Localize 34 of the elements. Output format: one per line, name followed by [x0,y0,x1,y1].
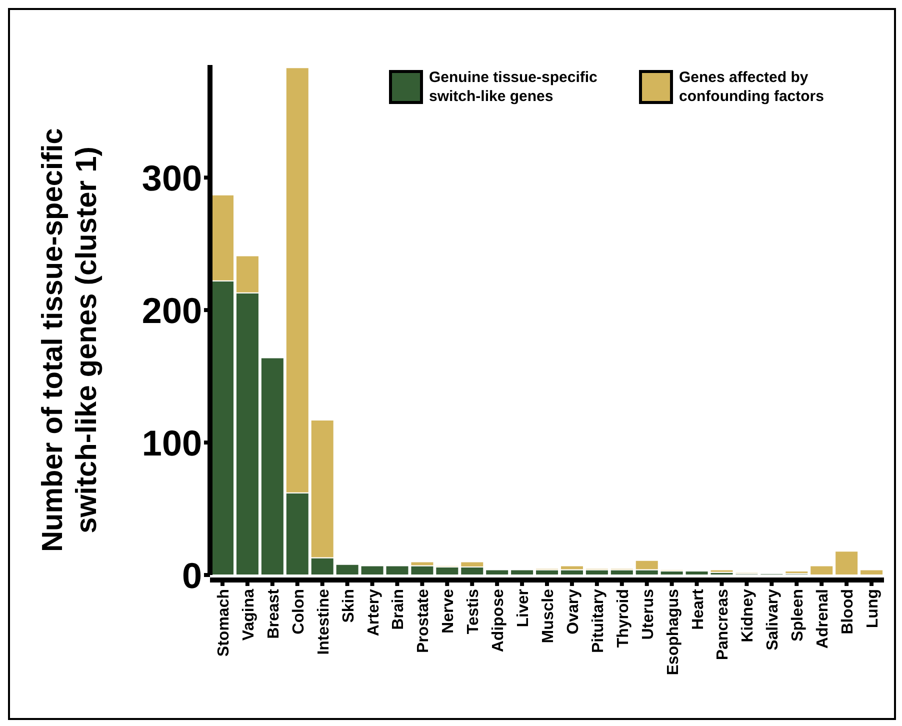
x-tick-label: Lung [864,589,882,628]
x-tick-label: Skin [340,589,358,623]
x-tick-label: Thyroid [614,589,632,648]
x-tick-label: Spleen [790,589,807,642]
y-tick-label: 100 [142,422,202,464]
x-tick-label: Testis [465,588,482,634]
x-tick-label: Stomach [215,589,232,657]
x-tick-label: Artery [365,588,382,636]
x-tick-label: Colon [290,589,308,634]
x-tick-label: Liver [515,589,532,628]
legend-label: Genuine tissue-specific switch-like genes [429,68,598,106]
x-tick-label: Blood [840,589,857,634]
x-tick-label: Adipose [490,588,508,652]
y-axis-title: Number of total tissue-specific switch-like genes (cluster 1) [36,127,104,554]
x-tick-label: Brain [390,589,408,630]
x-tick-label: Prostate [415,588,432,654]
x-tick-label: Breast [265,588,282,639]
x-tick-label: Heart [690,588,707,630]
y-tick-label: 0 [182,554,202,596]
x-tick-label: Pituitary [590,588,607,654]
x-tick-label: Adrenal [814,589,832,649]
x-tick-label: Uterus [640,588,657,640]
x-tick-label: Nerve [440,588,458,634]
x-tick-label: Pancreas [714,588,732,660]
x-tick-label: Muscle [540,588,557,644]
x-tick-label: Ovary [564,588,582,634]
y-tick-label: 200 [142,290,202,331]
y-tick-label: 300 [142,157,202,198]
x-tick-label: Intestine [315,588,332,655]
x-tick-label: Esophagus [664,588,682,676]
x-tick-label: Vagina [240,588,258,641]
x-tick-label: Salivary [764,588,782,650]
x-tick-label: Kidney [740,588,757,642]
legend-label: Genes affected by confounding factors [679,68,825,106]
